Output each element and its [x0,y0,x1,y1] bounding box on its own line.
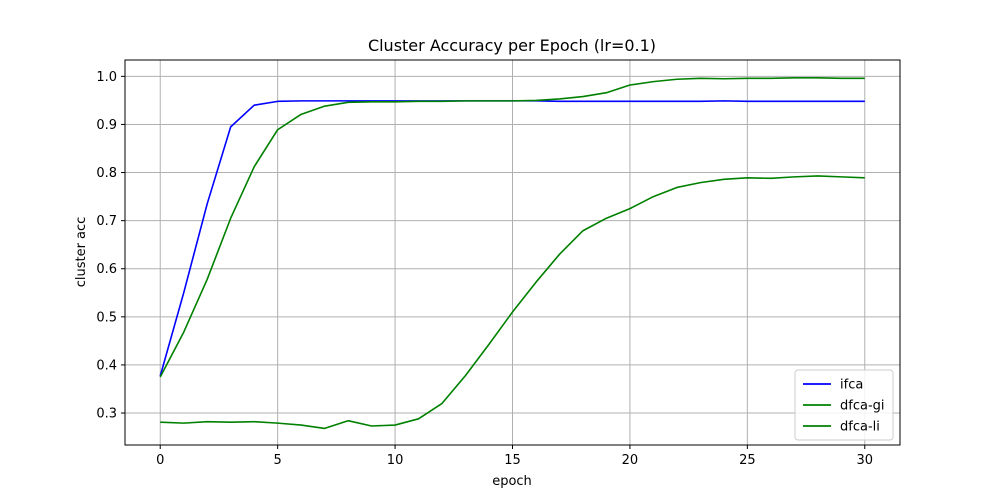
x-tick-label: 30 [856,453,873,468]
y-axis-label: cluster acc [74,217,89,288]
legend-box [794,369,894,441]
x-tick-label: 15 [504,453,521,468]
x-tick-label: 10 [387,453,404,468]
legend: ifca dfca-gi dfca-li [794,369,894,441]
legend-label-dfca-gi: dfca-gi [840,399,885,414]
x-tick-label: 25 [739,453,756,468]
series-line-dfca-gi [159,77,865,378]
x-axis-label: epoch [492,474,532,489]
y-tick-label: 0.3 [96,407,117,422]
legend-label-ifca: ifca [840,378,863,393]
chart-title: Cluster Accuracy per Epoch (lr=0.1) [368,36,656,55]
x-tick-label: 0 [156,453,164,468]
series-layer [159,77,865,430]
y-tick-label: 0.5 [96,310,117,325]
series-line-dfca-li [160,175,865,430]
y-tick-label: 1.0 [96,70,117,85]
grid-layer [125,60,900,445]
y-tick-label: 0.8 [96,166,117,181]
legend-label-dfca-li: dfca-li [840,420,880,435]
y-tick-label: 0.7 [96,214,117,229]
y-tick-label: 0.6 [96,262,117,277]
y-tick-label: 0.9 [96,118,117,133]
x-tick-label: 20 [622,453,639,468]
x-tick-label: 5 [274,453,282,468]
y-tick-label: 0.4 [96,358,117,373]
tick-layer: 0 5 10 15 20 25 30 0.3 0.4 0.5 0.6 0.7 0.8 0.9 1.0 [96,70,873,468]
